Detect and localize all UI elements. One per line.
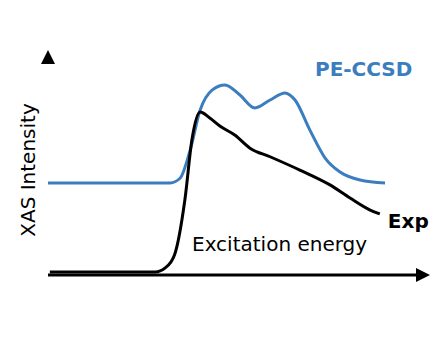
html-text:XAS Intensity: XAS Intensity: [16, 103, 40, 237]
svg-text:Exp: Exp: [388, 209, 429, 233]
svg-text:PE-CCSD: PE-CCSD: [315, 57, 412, 81]
html-text:Excitation energy: Excitation energy: [192, 232, 368, 256]
